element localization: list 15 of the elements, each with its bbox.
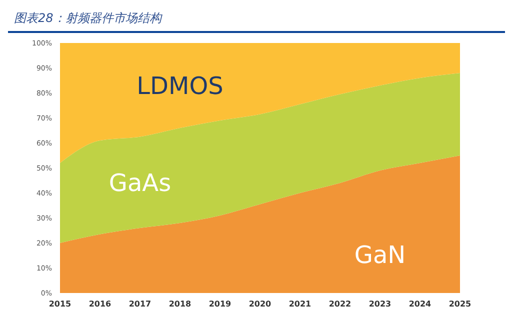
x-tick-label: 2022 bbox=[328, 300, 352, 309]
series-label: GaN bbox=[354, 240, 406, 269]
x-tick-label: 2019 bbox=[208, 300, 232, 309]
x-tick-label: 2015 bbox=[48, 300, 72, 309]
x-tick-label: 2021 bbox=[288, 300, 312, 309]
x-tick-label: 2016 bbox=[88, 300, 112, 309]
x-tick-label: 2023 bbox=[368, 300, 392, 309]
x-tick-label: 2025 bbox=[448, 300, 472, 309]
x-tick-label: 2018 bbox=[168, 300, 192, 309]
series-label: LDMOS bbox=[136, 72, 224, 100]
x-tick-label: 2017 bbox=[128, 300, 152, 309]
x-tick-label: 2020 bbox=[248, 300, 272, 309]
series-label: GaAs bbox=[108, 168, 172, 197]
chart-title: 图表28：射频器件市场结构 bbox=[8, 8, 505, 33]
x-tick-label: 2024 bbox=[408, 300, 432, 309]
